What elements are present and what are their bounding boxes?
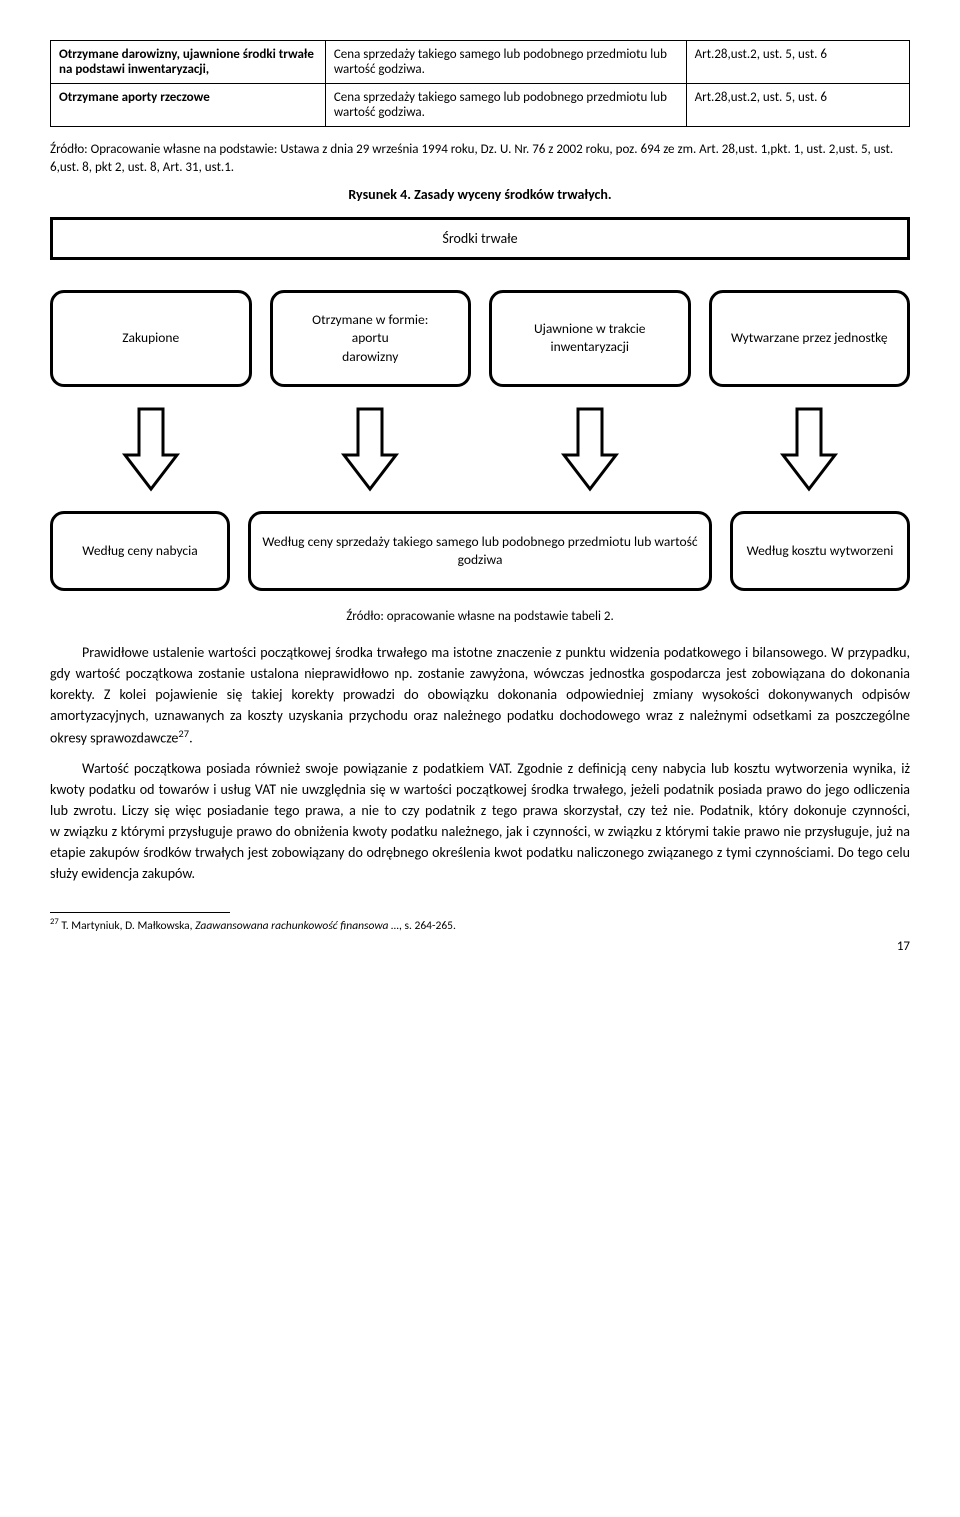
cell-desc: Cena sprzedaży takiego samego lub podobn… [325,84,686,127]
bottom-box-1: Według ceny nabycia [50,511,230,591]
bottom-box-3: Według kosztu wytworzeni [730,511,910,591]
top-box-1: Zakupione [50,290,252,387]
paragraph-2: Wartość początkowa posiada również swoje… [50,758,910,884]
diagram: Środki trwałe Zakupione Otrzymane w form… [50,217,910,591]
table-source: Źródło: Opracowanie własne na podstawie:… [50,141,910,176]
cell-ref: Art.28,ust.2, ust. 5, ust. 6 [686,41,909,84]
down-arrow-icon [779,405,839,493]
footnote-italic: Zaawansowana rachunkowość finansowa … [195,919,399,933]
diagram-top-row: Zakupione Otrzymane w formie:aportudarow… [50,290,910,387]
top-box-3: Ujawnione w trakcie inwentaryzacji [489,290,691,387]
arrow-cell [50,405,252,493]
page-number: 17 [50,939,910,954]
cell-name: Otrzymane darowizny, ujawnione środki tr… [51,41,326,84]
footnote-num: 27 [50,917,59,927]
bottom-box-2: Według ceny sprzedaży takiego samego lub… [248,511,712,591]
footnote: 27 T. Martyniuk, D. Małkowska, Zaawansow… [50,917,910,933]
legal-table: Otrzymane darowizny, ujawnione środki tr… [50,40,910,127]
top-box-2: Otrzymane w formie:aportudarowizny [270,290,472,387]
cell-name: Otrzymane aporty rzeczowe [51,84,326,127]
footnote-tail: , s. 264-265. [399,919,456,933]
paragraph-1: Prawidłowe ustalenie wartości początkowe… [50,642,910,749]
down-arrow-icon [121,405,181,493]
arrow-cell [270,405,472,493]
top-box-4: Wytwarzane przez jednostkę [709,290,911,387]
cell-ref: Art.28,ust.2, ust. 5, ust. 6 [686,84,909,127]
down-arrow-icon [340,405,400,493]
footnote-text: T. Martyniuk, D. Małkowska, [59,919,195,933]
arrow-cell [489,405,691,493]
footnote-separator [50,912,230,913]
diagram-bottom-row: Według ceny nabycia Według ceny sprzedaż… [50,511,910,591]
figure-source: Źródło: opracowanie własne na podstawie … [50,609,910,624]
arrow-cell [709,405,911,493]
table-row: Otrzymane darowizny, ujawnione środki tr… [51,41,910,84]
table-row: Otrzymane aporty rzeczowe Cena sprzedaży… [51,84,910,127]
footnote-ref: 27 [178,727,189,740]
cell-desc: Cena sprzedaży takiego samego lub podobn… [325,41,686,84]
figure-title: Rysunek 4. Zasady wyceny środków trwałyc… [50,186,910,203]
para1-tail: . [189,729,193,746]
arrows-row [50,405,910,493]
diagram-banner: Środki trwałe [50,217,910,260]
down-arrow-icon [560,405,620,493]
